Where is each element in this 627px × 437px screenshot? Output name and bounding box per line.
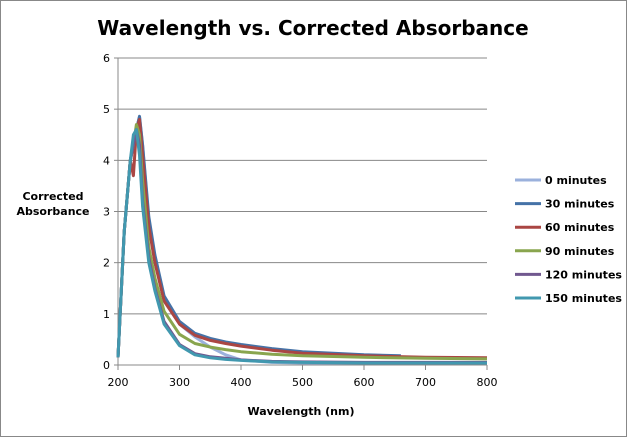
x-tick-label: 400 <box>231 376 252 389</box>
legend-label: 0 minutes <box>545 174 607 187</box>
y-tick-label: 2 <box>103 257 110 270</box>
y-axis-label: Corrected Absorbance <box>16 190 89 218</box>
series-line-1 <box>116 114 401 358</box>
x-tick-label: 700 <box>415 376 436 389</box>
chart-title: Wavelength vs. Corrected Absorbance <box>97 16 528 40</box>
y-tick-label: 1 <box>103 308 110 321</box>
y-tick-label: 5 <box>103 103 110 116</box>
x-tick-label: 600 <box>354 376 375 389</box>
y-tick-label: 0 <box>103 359 110 372</box>
x-tick-label: 800 <box>477 376 498 389</box>
legend-label: 150 minutes <box>545 292 622 305</box>
x-axis-label: Wavelength (nm) <box>248 405 355 418</box>
legend-label: 90 minutes <box>545 245 615 258</box>
series-line-5 <box>116 128 487 365</box>
x-tick-label: 200 <box>108 376 129 389</box>
y-tick-label: 4 <box>103 154 110 167</box>
legend-label: 60 minutes <box>545 221 615 234</box>
legend-label: 30 minutes <box>545 198 615 211</box>
series-line-3 <box>116 123 488 361</box>
y-tick-label: 3 <box>103 206 110 219</box>
x-tick-label: 300 <box>169 376 190 389</box>
legend-label: 120 minutes <box>545 268 622 281</box>
series-line-2 <box>116 117 488 360</box>
y-tick-label: 6 <box>103 52 110 65</box>
x-tick-label: 500 <box>292 376 313 389</box>
